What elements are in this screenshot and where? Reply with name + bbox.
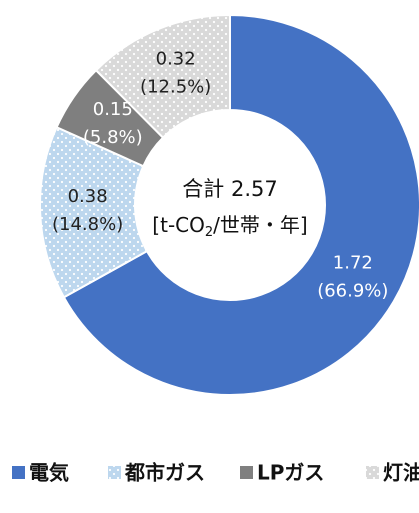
legend-swatch xyxy=(240,466,253,479)
slice xyxy=(62,13,419,396)
legend-label: 都市ガス xyxy=(124,461,205,485)
data-label: 0.38 xyxy=(68,186,108,207)
legend-label: LPガス xyxy=(257,461,324,485)
data-label: (5.8%) xyxy=(83,127,143,148)
data-label: (66.9%) xyxy=(317,280,388,301)
legend-label: 灯油 xyxy=(383,461,419,485)
center-title: 合計 2.57 xyxy=(182,177,277,201)
data-label: 1.72 xyxy=(333,252,373,273)
legend-label: 電気 xyxy=(29,461,69,485)
slice xyxy=(39,125,149,299)
data-label: (12.5%) xyxy=(140,76,211,97)
slice xyxy=(94,13,231,140)
legend-swatch xyxy=(366,466,379,479)
unit-subscript: 2 xyxy=(205,225,213,240)
legend-swatch xyxy=(12,466,25,479)
legend-swatch xyxy=(108,466,121,479)
data-label: 0.32 xyxy=(156,48,196,69)
data-label: (14.8%) xyxy=(52,214,123,235)
center-unit: [t-CO2/世帯・年] xyxy=(152,213,307,240)
unit-part: [t-CO xyxy=(152,213,205,237)
data-label: 0.15 xyxy=(93,99,133,120)
unit-part: /世帯・年] xyxy=(213,213,308,237)
